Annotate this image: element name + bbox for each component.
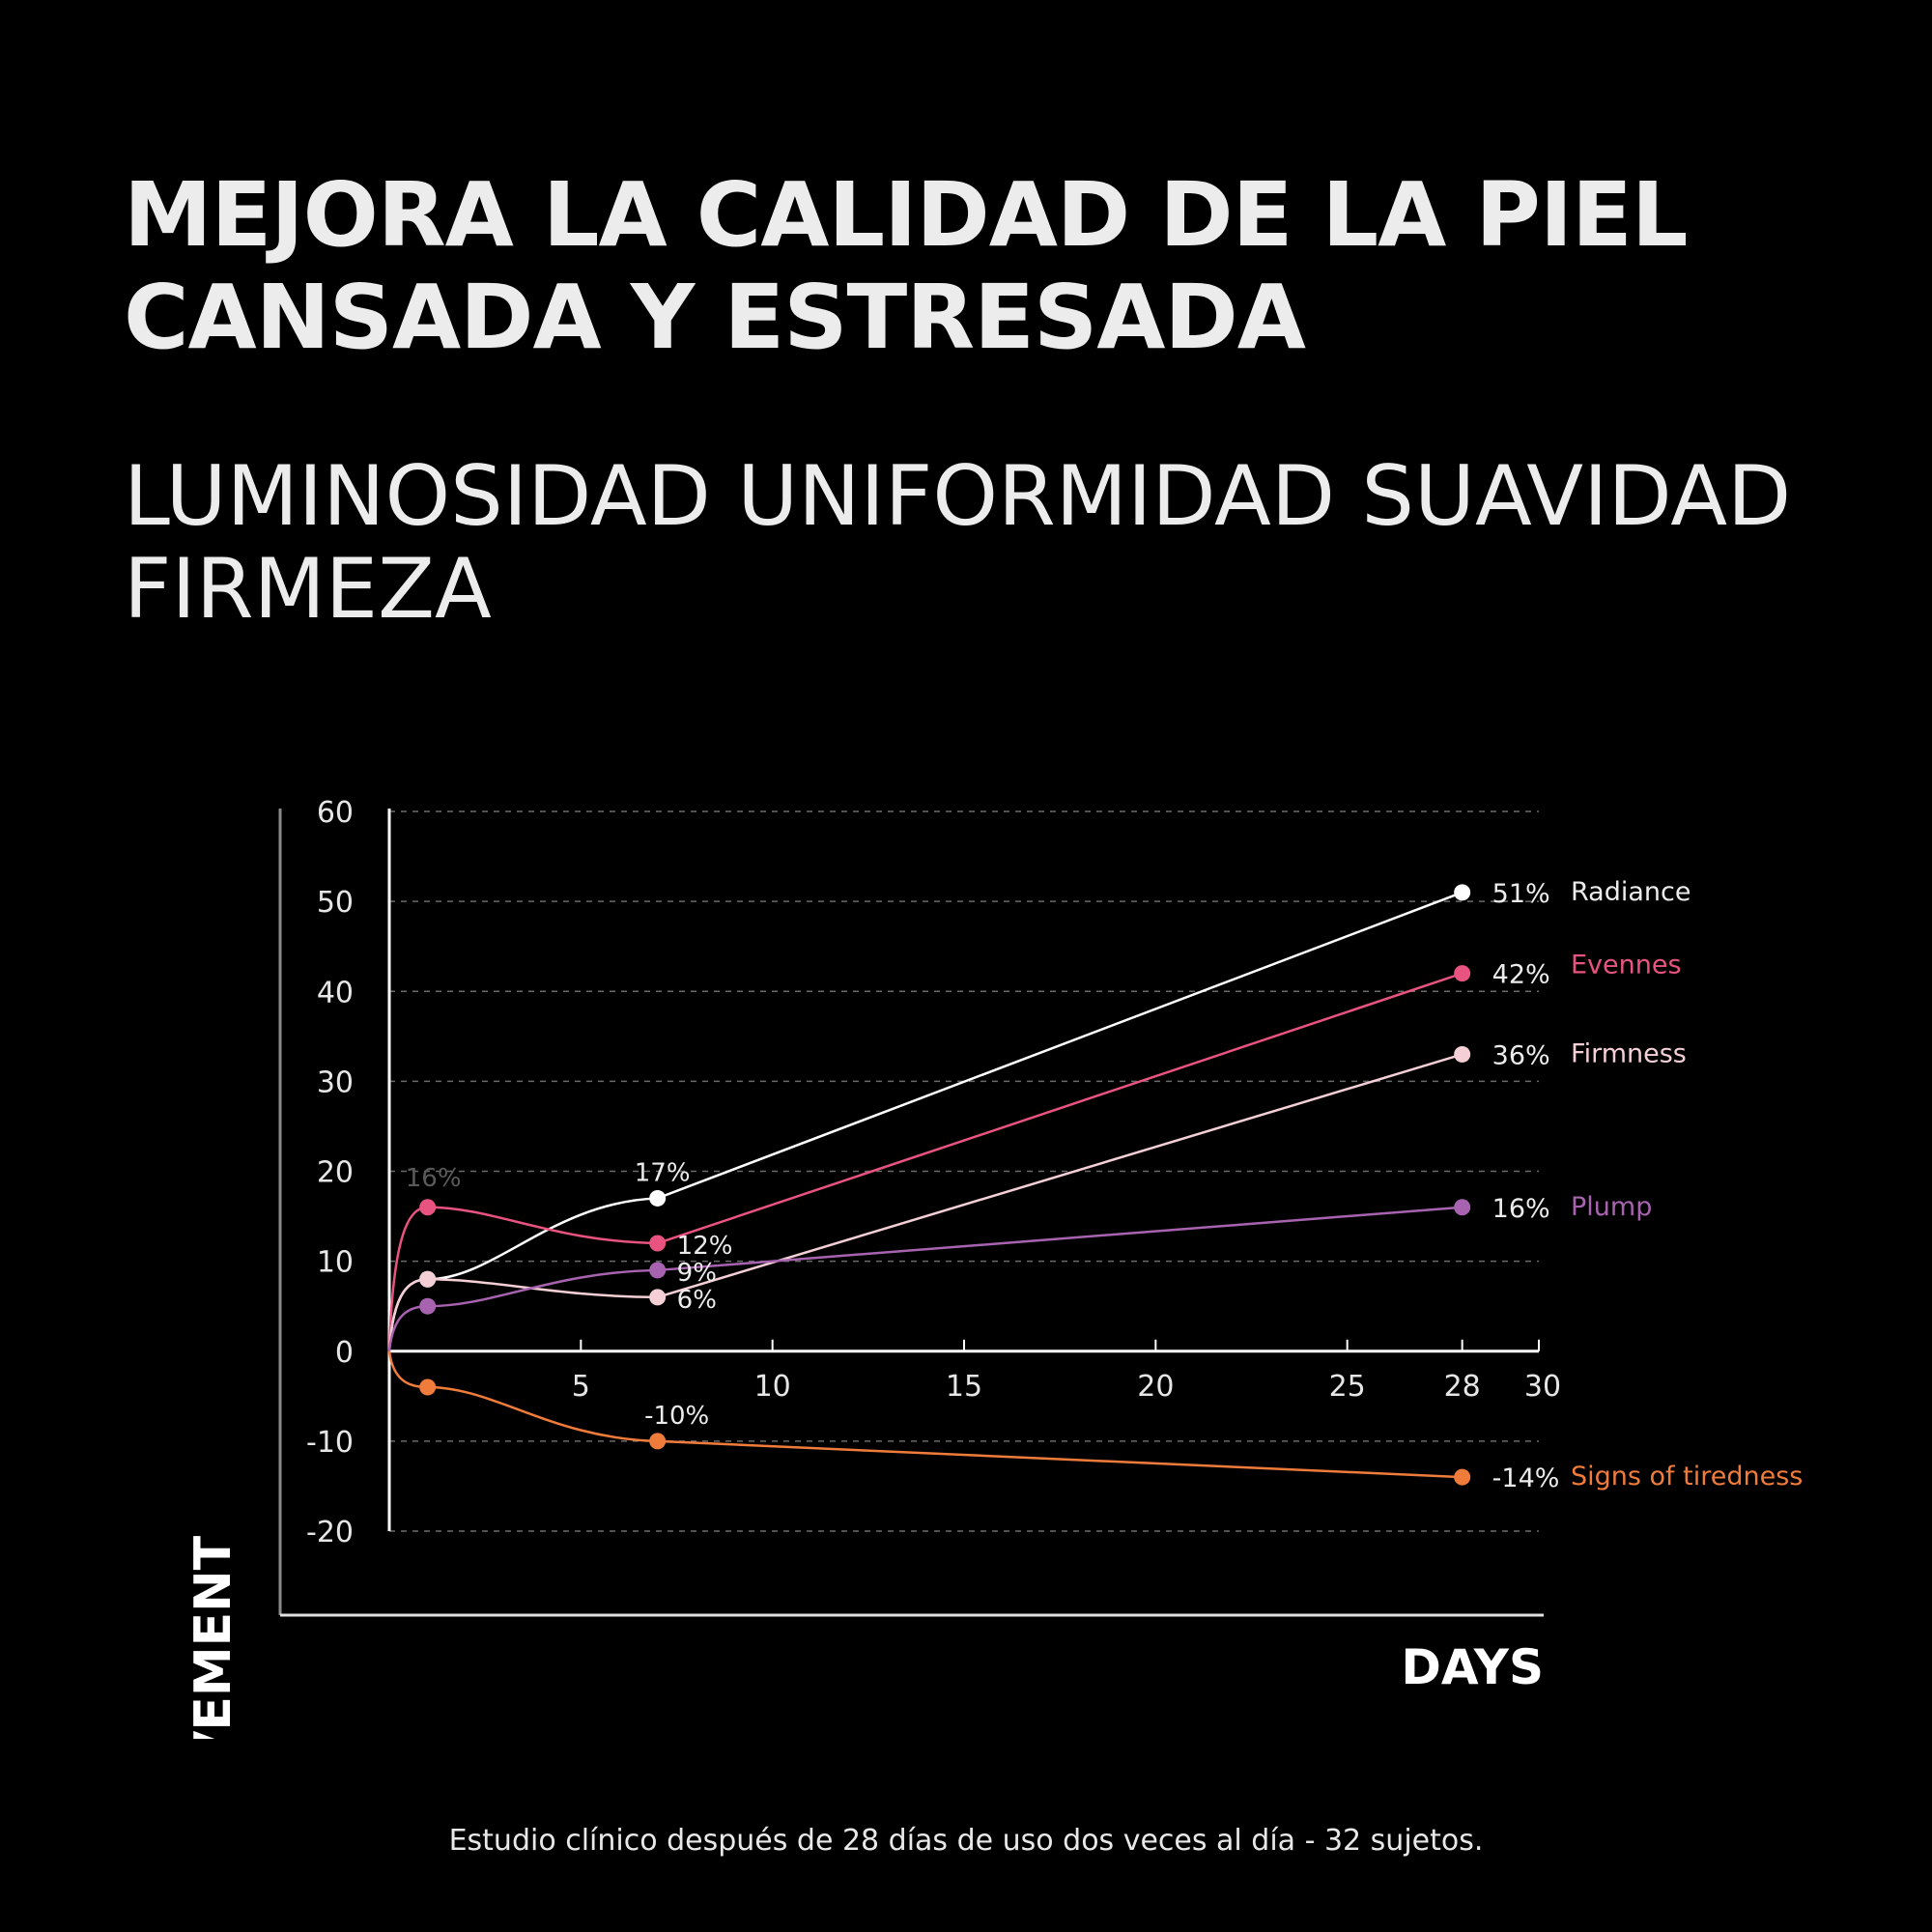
- data-point: [1454, 1045, 1471, 1063]
- grid-layer: [389, 810, 1539, 1532]
- data-point: [1454, 1199, 1471, 1216]
- data-point: [649, 1189, 667, 1207]
- improvement-line-chart: 60 50 40 30 20 10 0 -10 -20 5 10 15 20 25 28 30 17% 51% R…: [185, 796, 1803, 1739]
- title-line-2: CANSADA Y ESTRESADA: [124, 266, 1306, 369]
- series-line: [387, 891, 1463, 1351]
- data-label: 42%: [1492, 960, 1550, 990]
- data-point: [649, 1433, 667, 1450]
- data-point: [419, 1378, 437, 1396]
- series-signs-of-tiredness: -10% -14% Signs of tiredness: [387, 1350, 1803, 1493]
- data-point: [419, 1199, 437, 1216]
- page-subtitle: LUMINOSIDAD UNIFORMIDAD SUAVIDAD FIRMEZA: [124, 450, 1920, 636]
- x-tick-label: 30: [1524, 1370, 1561, 1404]
- data-point: [419, 1297, 437, 1315]
- y-tick-label: 30: [317, 1065, 354, 1099]
- data-point: [649, 1235, 667, 1252]
- x-tick-label: 15: [946, 1370, 982, 1404]
- x-tick-label: 25: [1329, 1370, 1366, 1404]
- y-tick-label: -20: [306, 1516, 354, 1549]
- title-line-1: MEJORA LA CALIDAD DE LA PIEL: [124, 163, 1689, 267]
- series-evennes: 16% 12% 42% Evennes: [387, 951, 1682, 1351]
- series-name-label: Plump: [1571, 1192, 1652, 1222]
- y-tick-label: 20: [317, 1156, 354, 1190]
- data-label: 16%: [1492, 1194, 1550, 1224]
- axis-layer: 60 50 40 30 20 10 0 -10 -20 5 10 15 20 25 28 30: [278, 796, 1561, 1617]
- study-footnote: Estudio clínico después de 28 días de us…: [448, 1824, 1484, 1858]
- x-axis-title: DAYS: [1401, 1639, 1544, 1695]
- data-label: 12%: [677, 1232, 733, 1261]
- data-point: [649, 1262, 667, 1279]
- y-tick-label: -10: [306, 1426, 354, 1460]
- series-layer: 17% 51% Radiance 16% 12% 42% Evennes 6% 36% Firmn…: [387, 877, 1803, 1493]
- y-axis-title: % IMPROVEMENT: [185, 1535, 242, 1739]
- series-line: [387, 972, 1463, 1351]
- series-line: [387, 1350, 1463, 1479]
- subtitle-line-1: LUMINOSIDAD UNIFORMIDAD SUAVIDAD: [124, 448, 1792, 545]
- data-label: 16%: [406, 1164, 462, 1193]
- data-label: 51%: [1492, 879, 1550, 909]
- series-name-label: Evennes: [1571, 951, 1682, 980]
- x-tick-label: 10: [754, 1370, 791, 1404]
- x-tick-label: 5: [572, 1370, 590, 1404]
- series-firmness: 6% 36% Firmness: [387, 1038, 1687, 1351]
- data-label: -14%: [1492, 1463, 1560, 1493]
- series-line: [387, 1053, 1463, 1351]
- series-name-label: Radiance: [1571, 877, 1690, 907]
- data-label: 6%: [677, 1286, 717, 1315]
- page-title: MEJORA LA CALIDAD DE LA PIEL CANSADA Y E…: [124, 164, 1862, 369]
- data-point: [1454, 884, 1471, 901]
- x-tick-label: 28: [1444, 1370, 1481, 1404]
- y-tick-label: 50: [317, 886, 354, 920]
- series-plump: 9% 16% Plump: [387, 1192, 1652, 1351]
- subtitle-line-2: FIRMEZA: [124, 541, 492, 638]
- series-line: [387, 1206, 1463, 1351]
- y-tick-label: 40: [317, 976, 354, 1009]
- series-name-label: Signs of tiredness: [1571, 1462, 1803, 1492]
- data-point: [419, 1270, 437, 1288]
- data-label: 36%: [1492, 1040, 1550, 1070]
- data-point: [1454, 965, 1471, 982]
- data-point: [649, 1289, 667, 1306]
- y-tick-label: 10: [317, 1246, 354, 1280]
- x-tick-label: 20: [1137, 1370, 1174, 1404]
- data-point: [1454, 1468, 1471, 1486]
- data-label: -10%: [644, 1402, 709, 1431]
- series-name-label: Firmness: [1571, 1038, 1687, 1068]
- y-tick-label: 0: [335, 1336, 354, 1370]
- y-tick-label: 60: [317, 796, 354, 830]
- data-label: 17%: [635, 1158, 691, 1187]
- data-label: 9%: [677, 1259, 717, 1288]
